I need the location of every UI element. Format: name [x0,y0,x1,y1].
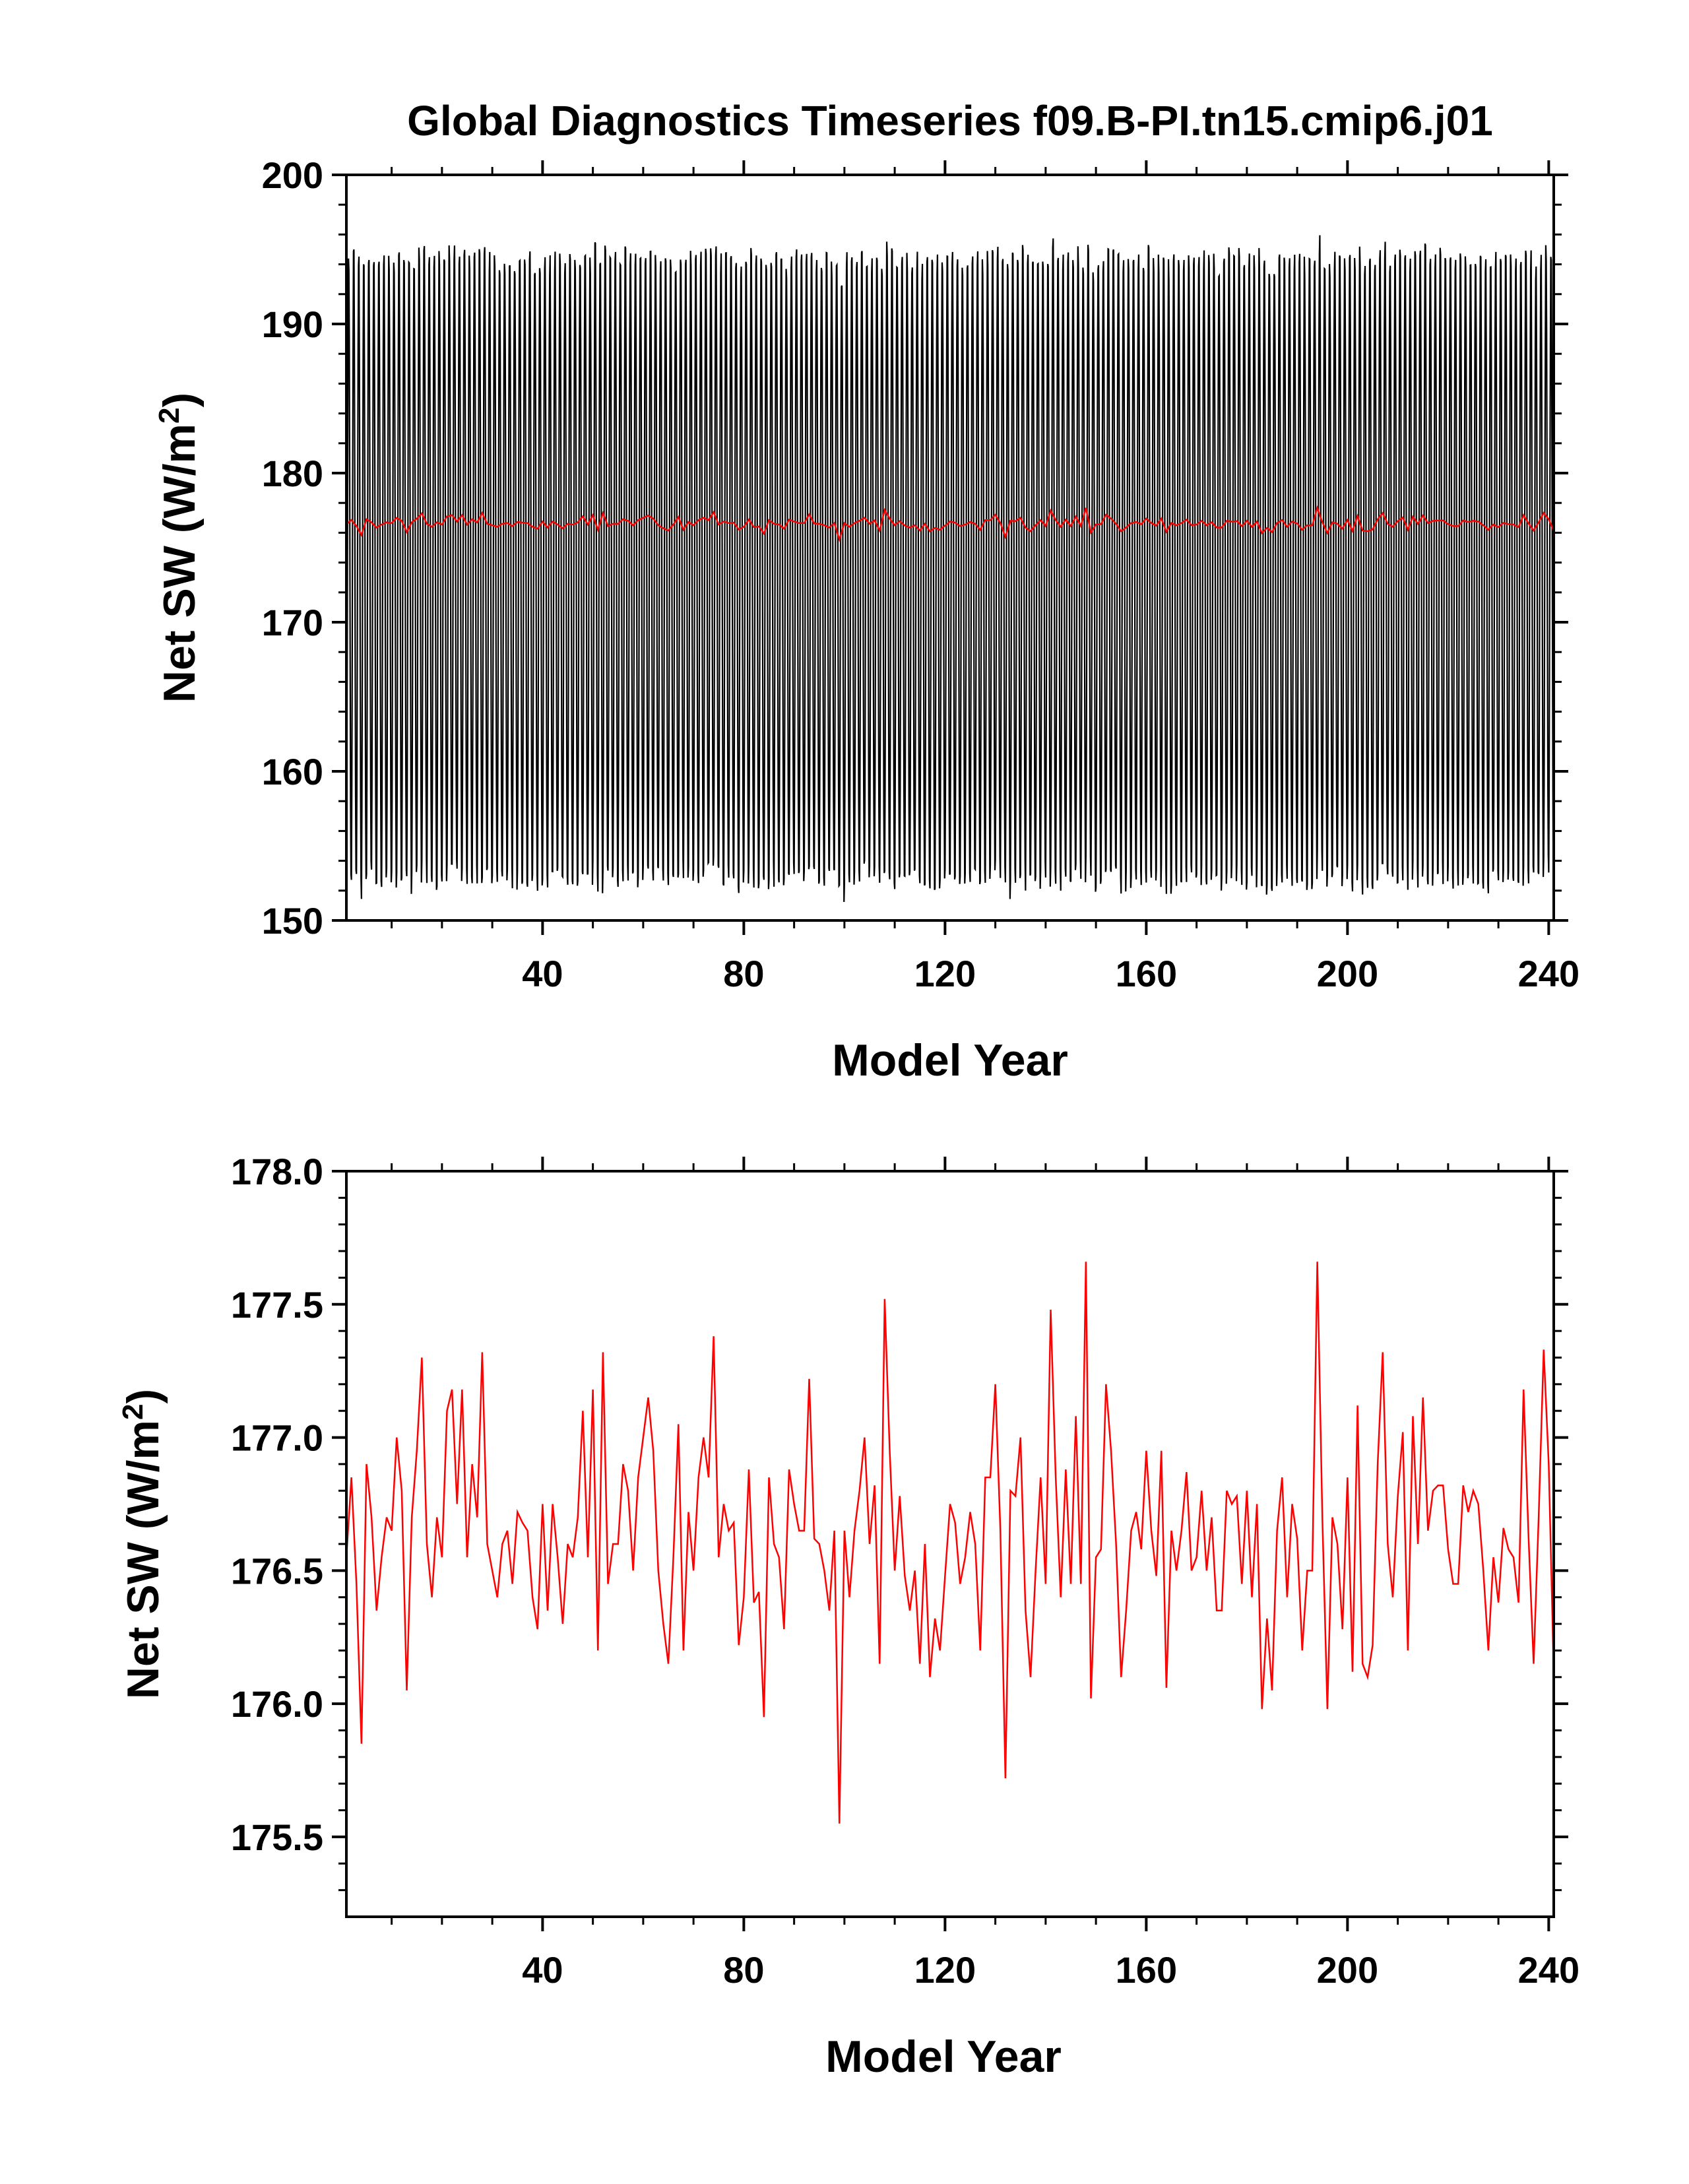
bottom-xtick-label: 160 [1116,1949,1177,1991]
top-plot-frame [345,174,1555,922]
top-xtick-label: 120 [914,953,976,994]
bottom-y-label-main: Net SW (W/m [118,1420,168,1699]
figure-title: Global Diagnostics Timeseries f09.B-PI.t… [407,97,1493,145]
bottom-x-tick-labels: 40 80 120 160 200 240 [522,1949,1579,1991]
top-y-axis-label: Net SW (W/m2) [153,393,205,703]
top-xtick-label: 40 [522,953,563,994]
bottom-ytick-label: 177.5 [231,1284,323,1326]
bottom-ytick-label: 176.5 [231,1550,323,1591]
top-monthly-series [345,235,1554,902]
top-ytick-label: 200 [262,154,323,196]
bottom-xtick-label: 80 [723,1949,764,1991]
top-y-label-sup: 2 [153,408,185,424]
bottom-x-axis-label: Model Year [825,2032,1062,2082]
bottom-y-label-end: ) [118,1389,168,1404]
top-annual-mean-line [346,505,1555,542]
top-xtick-label: 160 [1116,953,1177,994]
bottom-xtick-label: 240 [1518,1949,1579,1991]
bottom-y-tick-labels: 175.5 176.0 176.5 177.0 177.5 178.0 [231,1151,323,1858]
top-xtick-label: 80 [723,953,764,994]
bottom-ytick-label: 175.5 [231,1816,323,1858]
bottom-y-label-sup: 2 [117,1404,149,1420]
top-ytick-label: 190 [262,304,323,345]
bottom-y-axis-label: Net SW (W/m2) [117,1389,169,1699]
top-ytick-label: 160 [262,751,323,792]
bottom-xtick-label: 120 [914,1949,976,1991]
top-ytick-label: 150 [262,900,323,942]
top-y-label-main: Net SW (W/m [154,424,205,703]
top-monthly-line [345,235,1554,902]
bottom-ytick-label: 178.0 [231,1151,323,1192]
top-panel-plot: 150 160 170 180 190 200 40 80 120 160 200 240 Mode… [153,154,1580,1085]
top-xtick-label: 240 [1518,953,1579,994]
bottom-xtick-label: 40 [522,1949,563,1991]
bottom-ytick-label: 176.0 [231,1683,323,1725]
top-ytick-label: 170 [262,602,323,643]
top-annual-mean-series [346,505,1555,542]
top-xtick-label: 200 [1317,953,1378,994]
top-x-tick-labels: 40 80 120 160 200 240 [522,953,1579,994]
top-y-tick-labels: 150 160 170 180 190 200 [262,154,323,942]
top-axis-ticks [332,160,1568,935]
bottom-panel-plot: 175.5 176.0 176.5 177.0 177.5 178.0 40 80 120 16… [117,1151,1580,2082]
bottom-xtick-label: 200 [1317,1949,1378,1991]
top-ytick-label: 180 [262,453,323,494]
bottom-annual-mean-line [345,1262,1555,1824]
top-y-label-end: ) [154,393,205,408]
bottom-axis-ticks [332,1157,1568,1931]
bottom-annual-mean-series [345,1262,1555,1824]
bottom-ytick-label: 177.0 [231,1417,323,1459]
top-x-axis-label: Model Year [832,1035,1068,1085]
